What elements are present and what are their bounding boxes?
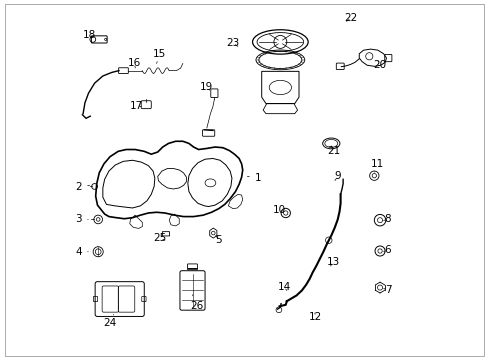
Text: 16: 16 (127, 58, 141, 68)
Text: 25: 25 (153, 233, 166, 243)
Text: 9: 9 (334, 171, 340, 181)
Text: 12: 12 (308, 312, 322, 322)
Text: 26: 26 (190, 295, 203, 311)
Text: 18: 18 (83, 30, 96, 40)
Text: 2: 2 (75, 182, 89, 192)
Text: 7: 7 (383, 285, 390, 296)
Text: 14: 14 (277, 282, 290, 292)
Text: 5: 5 (215, 235, 222, 245)
Text: 3: 3 (75, 215, 88, 224)
Text: 19: 19 (200, 82, 213, 93)
Text: 6: 6 (383, 245, 390, 255)
Text: 11: 11 (370, 159, 384, 172)
Text: 10: 10 (272, 205, 285, 215)
Text: 20: 20 (373, 59, 386, 69)
Text: 15: 15 (152, 49, 165, 63)
Text: 1: 1 (247, 173, 261, 183)
Text: 17: 17 (130, 102, 143, 112)
Text: 4: 4 (75, 247, 88, 257)
Text: 8: 8 (383, 214, 390, 224)
Text: 24: 24 (103, 315, 117, 328)
Text: 13: 13 (326, 257, 339, 267)
Text: 21: 21 (326, 145, 339, 156)
Text: 23: 23 (226, 38, 239, 48)
Text: 22: 22 (344, 13, 357, 23)
